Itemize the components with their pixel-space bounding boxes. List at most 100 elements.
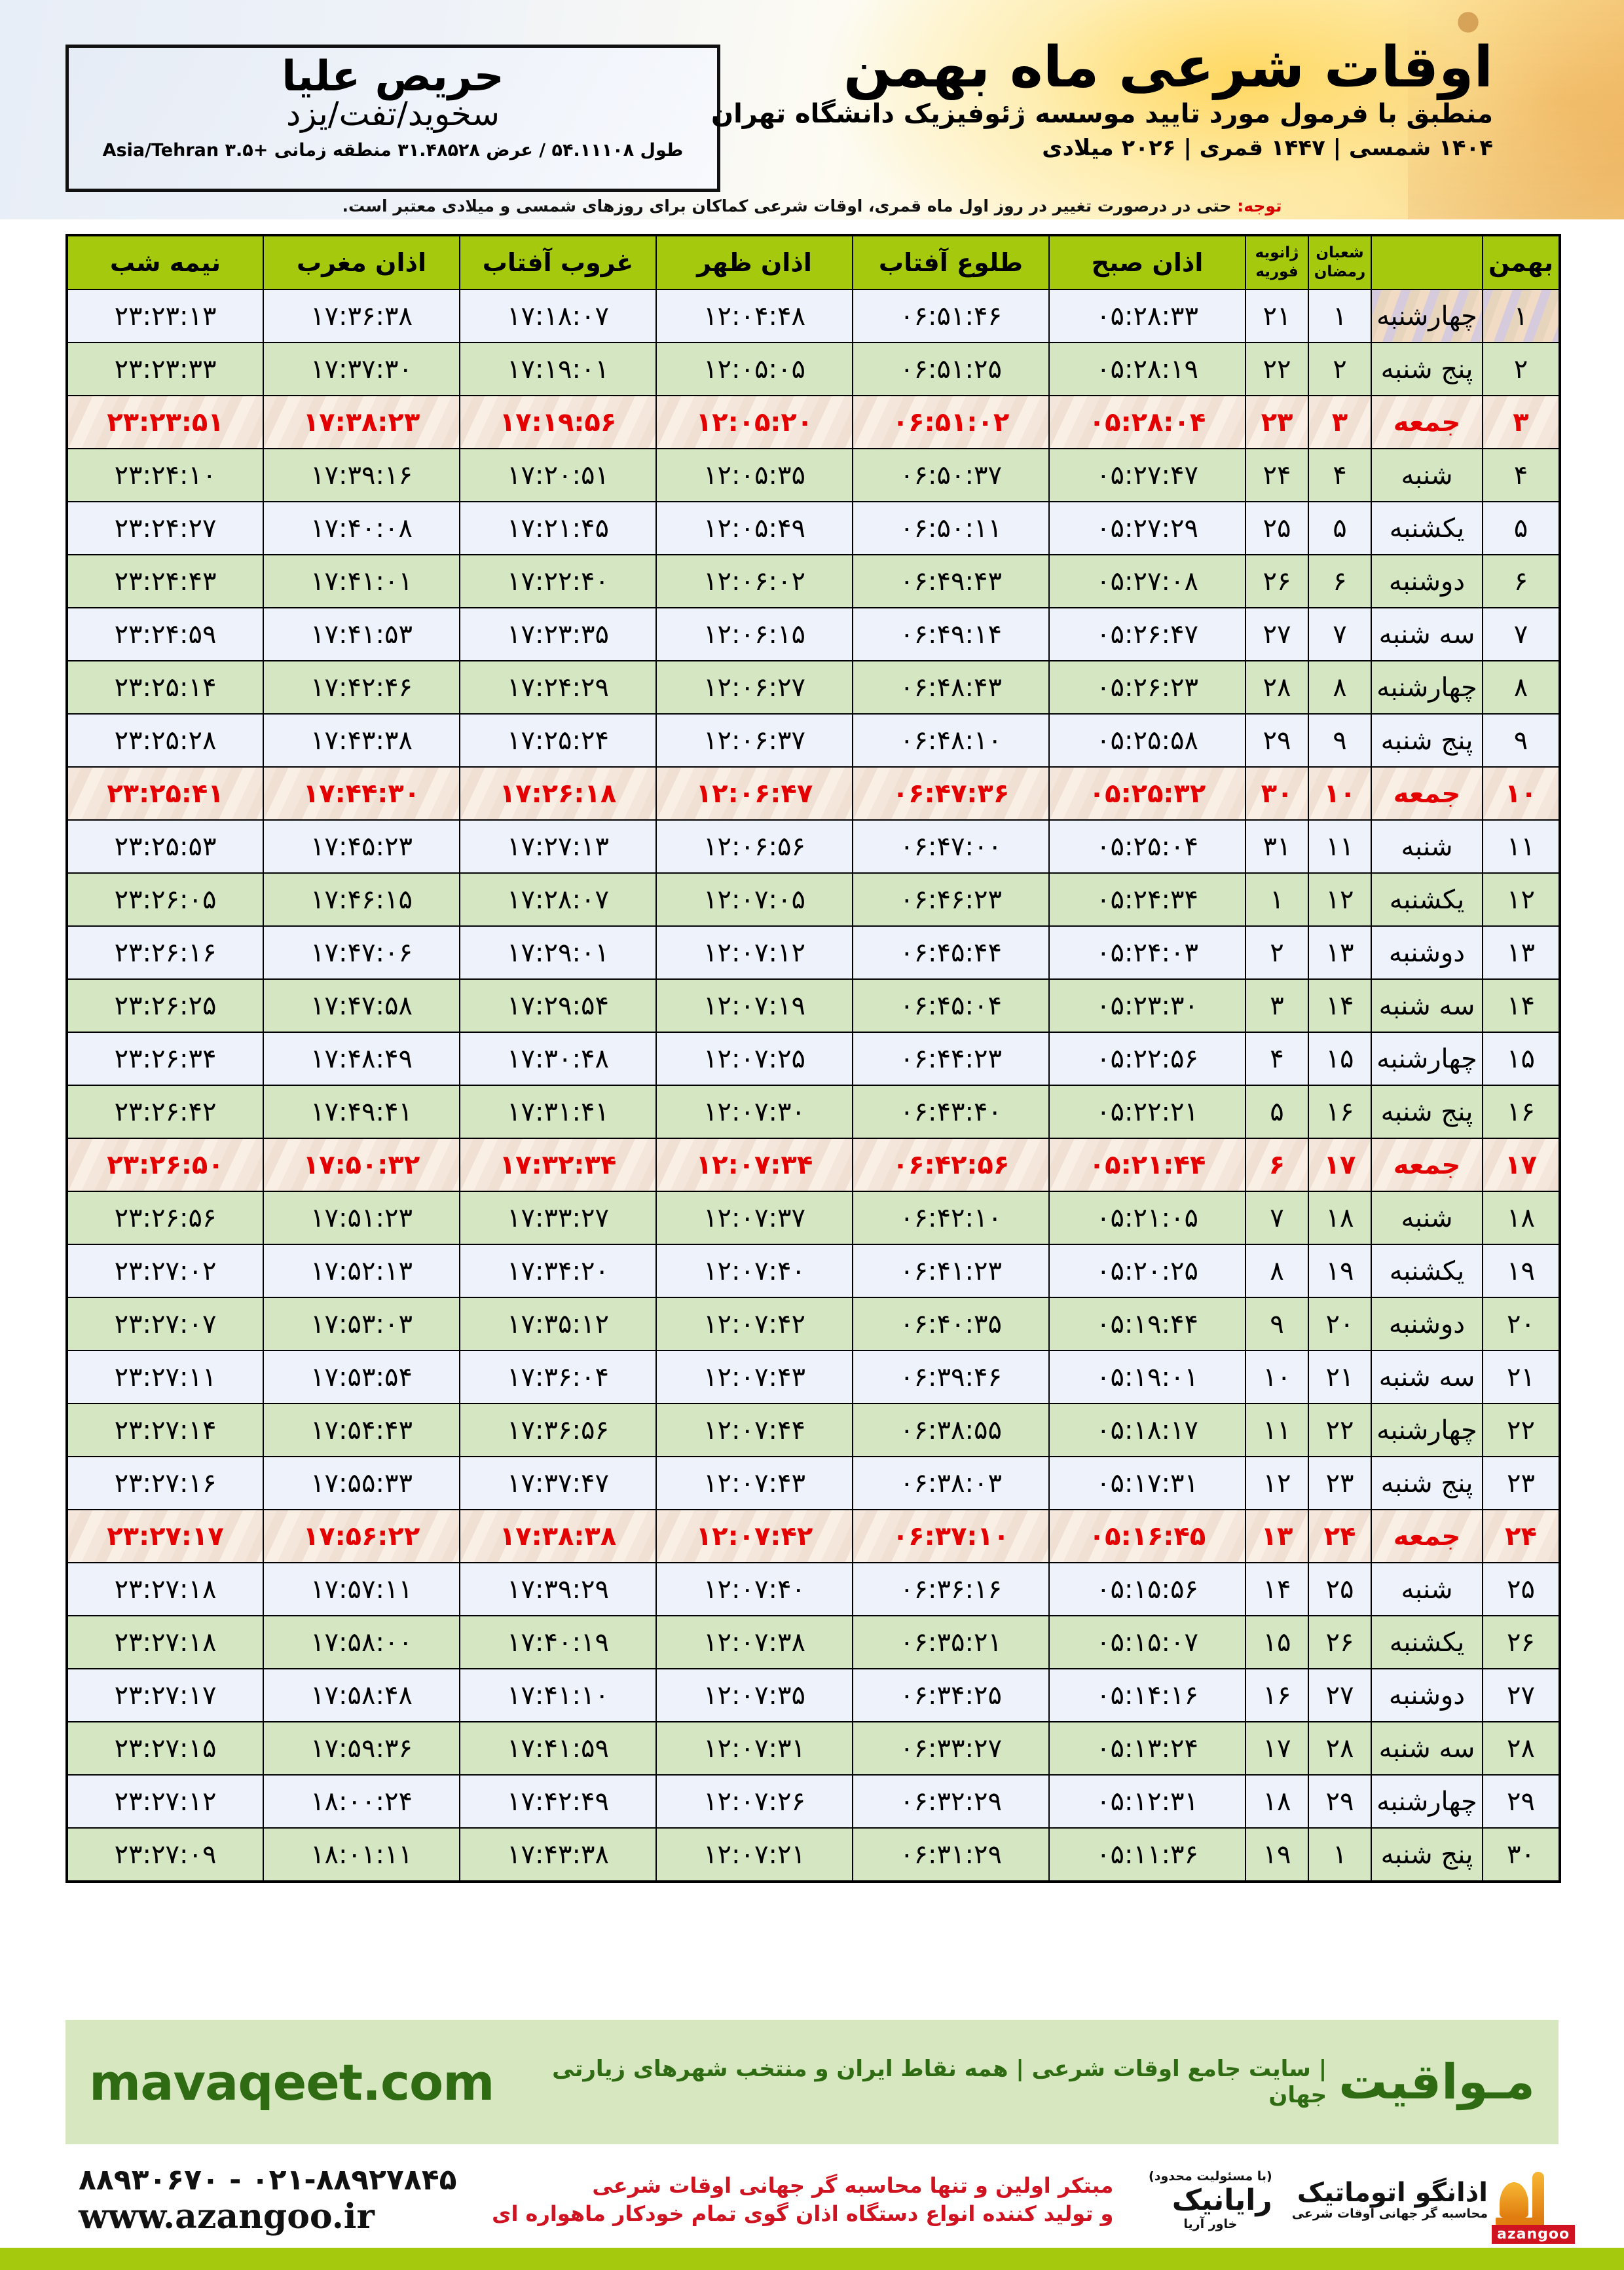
cell-hijri: ۱۴ [1308, 978, 1372, 1033]
brand-tagline: | سایت جامع اوقات شرعی | همه نقاط ایران … [552, 2056, 1327, 2108]
prayer-times-table: بهمن شعبان رمضان ژانویه فوریه اذان صبح ط… [65, 234, 1561, 1883]
cell-dhuhr: ۱۲:۰۷:۴۰ [655, 1244, 853, 1298]
page-title: اوقات شرعی ماه بهمن [843, 35, 1494, 100]
cell-midnight: ۲۳:۲۵:۴۱ [66, 766, 264, 821]
footer-info-bar: azangoo اذانگو اتوماتیک محاسبه گر جهانی … [0, 2151, 1624, 2249]
table-row: ۸ چهارشنبه ۸ ۲۸ ۰۵:۲۶:۲۳ ۰۶:۴۸:۴۳ ۱۲:۰۶:۲۷ ۱۷:۲… [66, 660, 1560, 715]
brand-website-link[interactable]: mavaqeet.com [89, 2053, 494, 2112]
cell-fajr: ۰۵:۲۶:۲۳ [1048, 660, 1246, 715]
cell-sunset: ۱۷:۲۰:۵۱ [459, 448, 657, 502]
rayanic-sub1: (با مسئولیت محدود) [1149, 2168, 1272, 2184]
location-name: حریص علیا [282, 52, 504, 101]
cell-midnight: ۲۳:۲۶:۴۲ [66, 1085, 264, 1139]
cell-dhuhr: ۱۲:۰۴:۴۸ [655, 289, 853, 343]
cell-maghrib: ۱۷:۴۸:۴۹ [263, 1032, 460, 1086]
cell-day: دوشنبه [1371, 1668, 1483, 1722]
page-subtitle: منطبق با فرمول مورد تایید موسسه ژئوفیزیک… [710, 99, 1493, 130]
cell-sunset: ۱۷:۳۸:۳۸ [459, 1509, 657, 1563]
cell-maghrib: ۱۷:۵۸:۰۰ [263, 1615, 460, 1669]
cell-dhuhr: ۱۲:۰۷:۴۴ [655, 1403, 853, 1457]
cell-fajr: ۰۵:۲۶:۴۷ [1048, 607, 1246, 661]
cell-greg: ۲۴ [1245, 448, 1309, 502]
cell-day: یکشنبه [1371, 501, 1483, 555]
table-row: ۱۳ دوشنبه ۱۳ ۲ ۰۵:۲۴:۰۳ ۰۶:۴۵:۴۴ ۱۲:۰۷:۱۲ ۱۷:۲۹… [66, 925, 1560, 980]
table-row: ۲۰ دوشنبه ۲۰ ۹ ۰۵:۱۹:۴۴ ۰۶:۴۰:۳۵ ۱۲:۰۷:۴۲ ۱۷:۳۵… [66, 1297, 1560, 1351]
cell-maghrib: ۱۷:۵۵:۳۳ [263, 1456, 460, 1510]
cell-maghrib: ۱۷:۳۸:۲۳ [263, 395, 460, 449]
cell-sunrise: ۰۶:۴۵:۴۴ [852, 925, 1050, 980]
cell-hijri: ۲۱ [1308, 1350, 1372, 1404]
cell-midnight: ۲۳:۲۷:۰۲ [66, 1244, 264, 1298]
header-hijri-ramadan: رمضان [1314, 263, 1366, 280]
cell-dhuhr: ۱۲:۰۷:۱۹ [655, 978, 853, 1033]
cell-day: چهارشنبه [1371, 1403, 1483, 1457]
table-row: ۲۷ دوشنبه ۲۷ ۱۶ ۰۵:۱۴:۱۶ ۰۶:۳۴:۲۵ ۱۲:۰۷:۳۵ ۱۷:۴… [66, 1668, 1560, 1722]
table-row: ۱۰ جمعه ۱۰ ۳۰ ۰۵:۲۵:۳۲ ۰۶:۴۷:۳۶ ۱۲:۰۶:۴۷ ۱۷:۲۶:… [66, 766, 1560, 821]
cell-maghrib: ۱۷:۴۳:۳۸ [263, 713, 460, 768]
header-greg-january: ژانویه [1255, 244, 1299, 262]
cell-fajr: ۰۵:۲۷:۰۸ [1048, 554, 1246, 608]
cell-fajr: ۰۵:۲۳:۳۰ [1048, 978, 1246, 1033]
cell-maghrib: ۱۷:۵۳:۵۴ [263, 1350, 460, 1404]
cell-fajr: ۰۵:۱۲:۳۱ [1048, 1774, 1246, 1829]
cell-dhuhr: ۱۲:۰۷:۲۵ [655, 1032, 853, 1086]
cell-num: ۱۵ [1482, 1032, 1560, 1086]
cell-hijri: ۲۳ [1308, 1456, 1372, 1510]
cell-num: ۱۸ [1482, 1191, 1560, 1245]
cell-hijri: ۱۷ [1308, 1138, 1372, 1192]
cell-dhuhr: ۱۲:۰۷:۴۳ [655, 1456, 853, 1510]
table-row: ۲۲ چهارشنبه ۲۲ ۱۱ ۰۵:۱۸:۱۷ ۰۶:۳۸:۵۵ ۱۲:۰۷:۴۴ ۱۷… [66, 1403, 1560, 1457]
cell-day: چهارشنبه [1371, 289, 1483, 343]
cell-hijri: ۸ [1308, 660, 1372, 715]
cell-maghrib: ۱۷:۴۲:۴۶ [263, 660, 460, 715]
cell-hijri: ۱ [1308, 289, 1372, 343]
cell-hijri: ۱۹ [1308, 1244, 1372, 1298]
brand-group: مـواقیت | سایت جامع اوقات شرعی | همه نقا… [494, 2054, 1535, 2110]
cell-maghrib: ۱۷:۵۲:۱۳ [263, 1244, 460, 1298]
cell-hijri: ۲ [1308, 342, 1372, 396]
cell-dhuhr: ۱۲:۰۷:۳۸ [655, 1615, 853, 1669]
cell-greg: ۷ [1245, 1191, 1309, 1245]
cell-fajr: ۰۵:۲۵:۵۸ [1048, 713, 1246, 768]
cell-sunset: ۱۷:۳۶:۵۶ [459, 1403, 657, 1457]
cell-sunset: ۱۷:۳۷:۴۷ [459, 1456, 657, 1510]
azangoo-name-fa: اذانگو اتوماتیک [1297, 2178, 1488, 2208]
azangoo-wordmark: azangoo [1492, 2225, 1576, 2244]
cell-hijri: ۷ [1308, 607, 1372, 661]
cell-hijri: ۲۶ [1308, 1615, 1372, 1669]
cell-greg: ۱۳ [1245, 1509, 1309, 1563]
cell-sunset: ۱۷:۳۶:۰۴ [459, 1350, 657, 1404]
cell-sunrise: ۰۶:۳۶:۱۶ [852, 1562, 1050, 1616]
cell-day: دوشنبه [1371, 554, 1483, 608]
cell-sunset: ۱۷:۲۳:۳۵ [459, 607, 657, 661]
cell-sunrise: ۰۶:۴۹:۱۴ [852, 607, 1050, 661]
calendar-years-line: ۱۴۰۴ شمسی | ۱۴۴۷ قمری | ۲۰۲۶ میلادی [1042, 135, 1493, 162]
cell-midnight: ۲۳:۲۶:۵۶ [66, 1191, 264, 1245]
cell-sunset: ۱۷:۳۱:۴۱ [459, 1085, 657, 1139]
cell-dhuhr: ۱۲:۰۶:۲۷ [655, 660, 853, 715]
cell-num: ۳۰ [1482, 1827, 1560, 1882]
azangoo-sub-fa: محاسبه گر جهانی اوقات شرعی [1291, 2206, 1488, 2221]
mosque-decoration-icon [1408, 0, 1624, 219]
cell-day: شنبه [1371, 1191, 1483, 1245]
cell-fajr: ۰۵:۲۴:۰۳ [1048, 925, 1246, 980]
azangoo-logo: azangoo اذانگو اتوماتیک محاسبه گر جهانی … [1292, 2170, 1576, 2244]
cell-midnight: ۲۳:۲۴:۱۰ [66, 448, 264, 502]
cell-sunrise: ۰۶:۴۸:۴۳ [852, 660, 1050, 715]
cell-day: چهارشنبه [1371, 1032, 1483, 1086]
cell-greg: ۱۲ [1245, 1456, 1309, 1510]
page-header-banner: حریص علیا سخوید/تفت/یزد طول ۵۴.۱۱۱۰۸ / ع… [0, 0, 1624, 219]
cell-maghrib: ۱۷:۵۷:۱۱ [263, 1562, 460, 1616]
cell-midnight: ۲۳:۲۵:۲۸ [66, 713, 264, 768]
cell-greg: ۲۵ [1245, 501, 1309, 555]
cell-greg: ۲۱ [1245, 289, 1309, 343]
cell-num: ۱۴ [1482, 978, 1560, 1033]
cell-midnight: ۲۳:۲۴:۴۳ [66, 554, 264, 608]
cell-maghrib: ۱۷:۵۶:۲۲ [263, 1509, 460, 1563]
company-website[interactable]: www.azangoo.ir [79, 2197, 375, 2237]
cell-hijri: ۱۲ [1308, 872, 1372, 927]
cell-sunrise: ۰۶:۵۱:۰۲ [852, 395, 1050, 449]
note-keyword: توجه: [1237, 196, 1282, 215]
cell-midnight: ۲۳:۲۳:۱۳ [66, 289, 264, 343]
azangoo-text-block: اذانگو اتوماتیک محاسبه گر جهانی اوقات شر… [1292, 2179, 1488, 2221]
